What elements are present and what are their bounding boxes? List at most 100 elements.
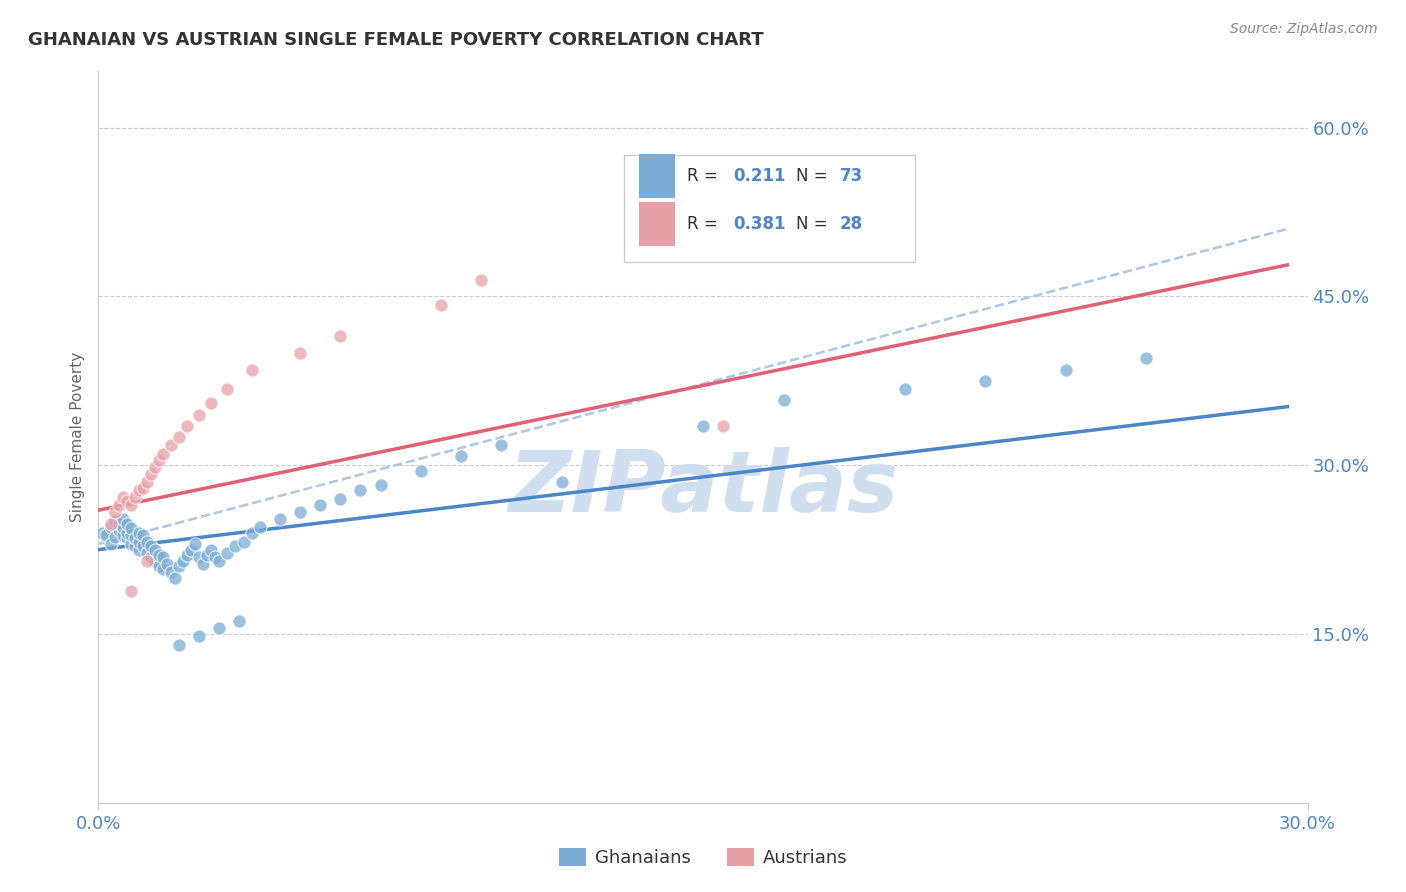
Text: R =: R = xyxy=(688,215,723,233)
Point xyxy=(152,550,174,565)
Point xyxy=(167,430,190,444)
Point xyxy=(100,516,122,531)
Point xyxy=(128,534,150,549)
Point xyxy=(139,467,162,482)
Point xyxy=(132,528,155,542)
Point xyxy=(450,449,472,463)
Point xyxy=(120,498,142,512)
Point xyxy=(135,475,157,489)
Point xyxy=(240,525,263,540)
Point xyxy=(309,498,332,512)
Point xyxy=(135,546,157,560)
Point xyxy=(107,498,129,512)
Point xyxy=(152,447,174,461)
Point xyxy=(163,571,186,585)
Point xyxy=(143,554,166,568)
Point xyxy=(103,506,125,520)
Point xyxy=(120,528,142,542)
Point xyxy=(1135,351,1157,366)
Point xyxy=(135,554,157,568)
Point xyxy=(491,438,513,452)
Point xyxy=(115,494,138,508)
Text: 28: 28 xyxy=(839,215,863,233)
Text: N =: N = xyxy=(796,215,832,233)
Point xyxy=(204,550,226,565)
Point xyxy=(124,532,146,546)
Text: Source: ZipAtlas.com: Source: ZipAtlas.com xyxy=(1230,22,1378,37)
FancyBboxPatch shape xyxy=(638,202,675,245)
Point xyxy=(120,584,142,599)
Point xyxy=(200,396,222,410)
Point xyxy=(974,374,997,388)
Point xyxy=(176,418,198,433)
Point xyxy=(195,548,218,562)
Point xyxy=(217,546,239,560)
Point xyxy=(100,537,122,551)
Text: N =: N = xyxy=(796,167,832,185)
Point xyxy=(139,539,162,553)
Point xyxy=(160,565,183,579)
Point xyxy=(132,481,155,495)
Point xyxy=(128,483,150,497)
Text: R =: R = xyxy=(688,167,723,185)
Point xyxy=(107,516,129,531)
Point xyxy=(111,490,134,504)
Point xyxy=(200,542,222,557)
Point xyxy=(115,516,138,531)
Point xyxy=(180,542,202,557)
Text: ZIPatlas: ZIPatlas xyxy=(508,447,898,530)
Point xyxy=(152,562,174,576)
Point xyxy=(139,550,162,565)
Point xyxy=(167,559,190,574)
Text: 0.211: 0.211 xyxy=(734,167,786,185)
Point xyxy=(188,629,211,643)
Point xyxy=(430,298,453,312)
Point xyxy=(107,524,129,538)
Point xyxy=(143,460,166,475)
Point xyxy=(103,515,125,529)
Point xyxy=(188,550,211,565)
Point xyxy=(128,542,150,557)
Text: GHANAIAN VS AUSTRIAN SINGLE FEMALE POVERTY CORRELATION CHART: GHANAIAN VS AUSTRIAN SINGLE FEMALE POVER… xyxy=(28,31,763,49)
Point xyxy=(228,614,250,628)
Point xyxy=(370,478,392,492)
Point xyxy=(1054,362,1077,376)
Point xyxy=(143,542,166,557)
Point xyxy=(224,539,246,553)
FancyBboxPatch shape xyxy=(638,154,675,198)
Point xyxy=(148,559,170,574)
Point xyxy=(100,520,122,534)
Point xyxy=(208,621,231,635)
Point xyxy=(208,554,231,568)
Point xyxy=(156,558,179,572)
Point xyxy=(409,464,432,478)
Point xyxy=(240,362,263,376)
Text: 73: 73 xyxy=(839,167,863,185)
Point xyxy=(172,554,194,568)
Point xyxy=(124,490,146,504)
Point xyxy=(269,512,291,526)
Point xyxy=(120,537,142,551)
Point xyxy=(188,408,211,422)
Point xyxy=(772,392,794,407)
Point xyxy=(111,512,134,526)
Point xyxy=(692,418,714,433)
Point xyxy=(249,520,271,534)
Point xyxy=(120,521,142,535)
Legend: Ghanaians, Austrians: Ghanaians, Austrians xyxy=(551,840,855,874)
Point xyxy=(103,530,125,544)
Point xyxy=(893,382,915,396)
Point xyxy=(115,532,138,546)
Point xyxy=(232,534,254,549)
FancyBboxPatch shape xyxy=(624,155,915,261)
Point xyxy=(288,345,311,359)
Point xyxy=(329,491,352,506)
Point xyxy=(329,328,352,343)
Y-axis label: Single Female Poverty: Single Female Poverty xyxy=(70,352,86,522)
Point xyxy=(184,537,207,551)
Point xyxy=(148,548,170,562)
Point xyxy=(124,539,146,553)
Point xyxy=(551,475,574,489)
Text: 0.381: 0.381 xyxy=(734,215,786,233)
Point xyxy=(115,525,138,540)
